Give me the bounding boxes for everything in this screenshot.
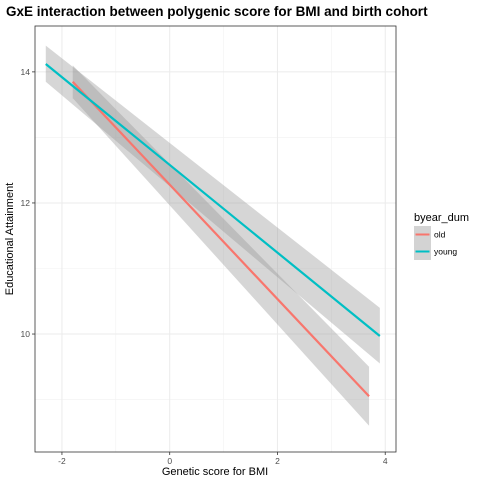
ci-ribbon-young [45,45,380,364]
series-line-old [71,80,370,398]
y-tick-label: 10 [21,329,31,339]
ci-ribbon-old [72,65,370,426]
legend: byear_dum old young [414,212,469,260]
x-tick-label: -2 [58,456,66,466]
y-tick-label: 14 [21,67,31,77]
chart-title: GxE interaction between polygenic score … [6,4,428,19]
grid-minor [35,26,396,452]
series-line-young [45,63,381,337]
x-axis-ticks: -2 0 2 4 [58,452,388,466]
x-tick-label: 2 [275,456,280,466]
confidence-ribbons [45,45,380,426]
legend-label-young: young [434,247,457,257]
x-tick-label: 4 [383,456,388,466]
series-lines [45,63,381,398]
y-axis-ticks: 10 12 14 [21,67,35,339]
plot-border [34,25,397,453]
legend-title: byear_dum [414,212,469,224]
plot-panel [35,26,396,452]
legend-entries: old young [414,226,457,260]
grid-major [35,26,396,452]
y-tick-label: 12 [21,198,31,208]
legend-label-old: old [434,230,446,240]
x-axis-label: Genetic score for BMI [162,466,268,478]
x-tick-label: 0 [167,456,172,466]
y-axis-label: Educational Attainment [4,183,16,296]
